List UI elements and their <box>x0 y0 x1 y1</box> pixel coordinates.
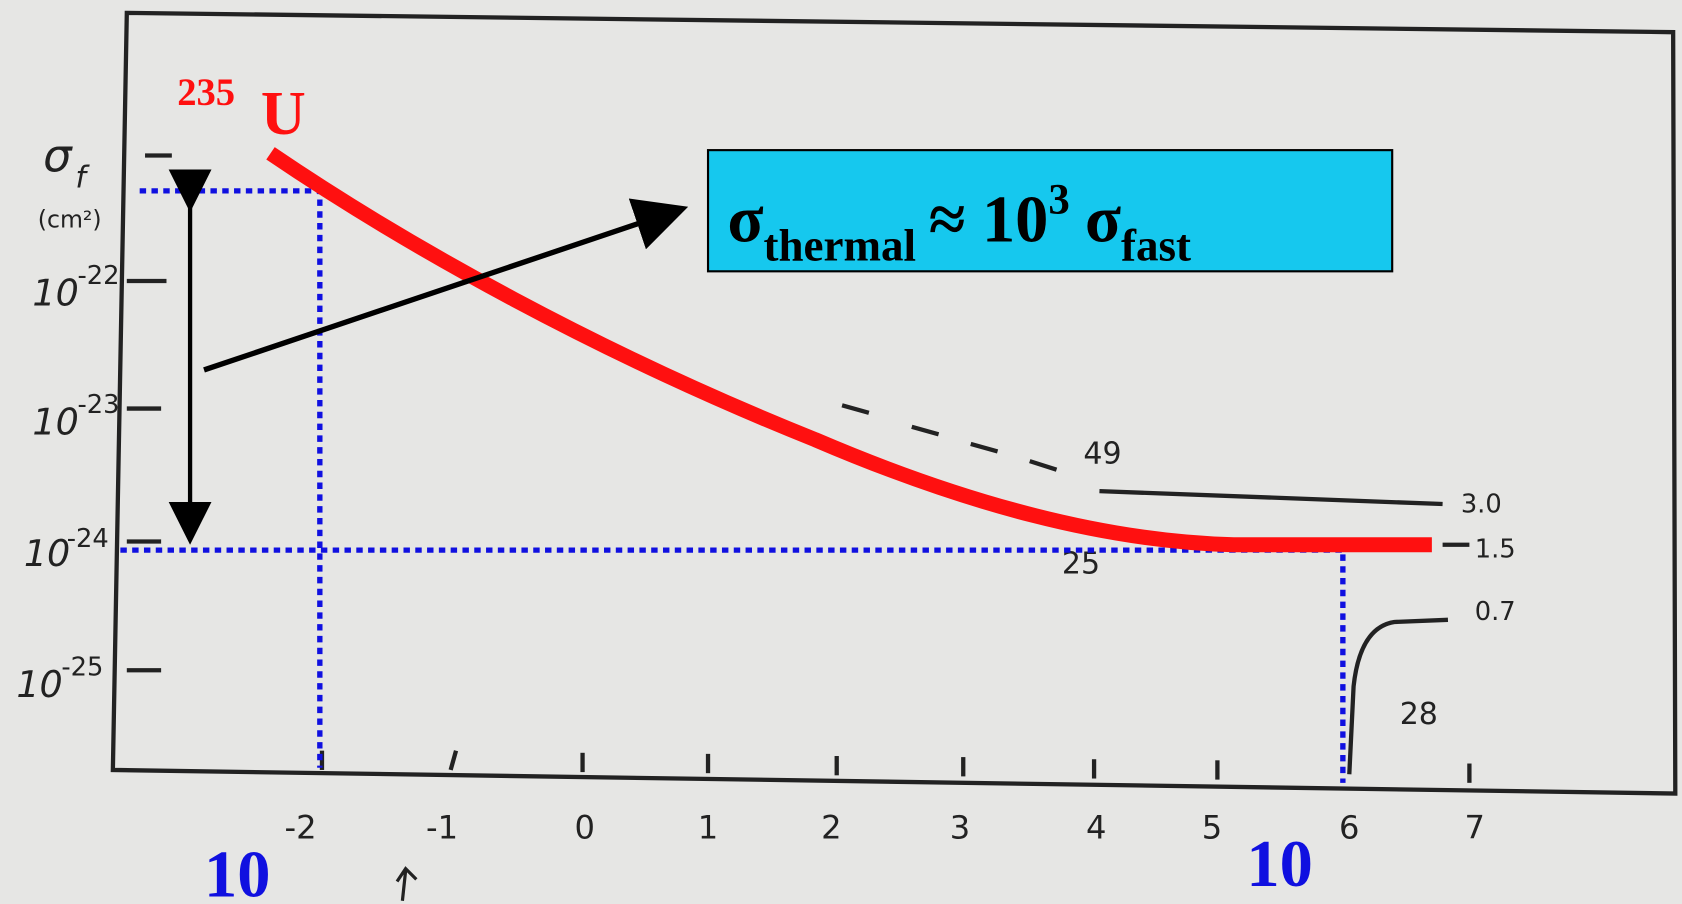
tick-base: 10 <box>24 532 70 575</box>
x-tick-label: 1 <box>698 809 718 847</box>
x-tick-label: 0 <box>574 809 594 847</box>
x-tick-labels: -2 -1 0 1 2 3 4 5 6 7 <box>284 809 1485 847</box>
sigma: σ <box>727 183 763 256</box>
other-curves <box>841 403 1470 775</box>
label-30: 3.0 <box>1461 490 1502 520</box>
plot-frame <box>110 10 1678 796</box>
x-tick-label: -2 <box>284 809 316 847</box>
pointer-arrow <box>203 198 689 373</box>
subscript: fast <box>1121 221 1191 271</box>
curve-mass: 235 <box>177 72 235 114</box>
x-tick-label: 4 <box>1086 809 1106 847</box>
y-ticks <box>126 153 172 673</box>
y-unit: (cm²) <box>38 205 102 233</box>
scan-arrow <box>395 866 418 901</box>
x-tick-label: 2 <box>821 809 841 847</box>
label-15: 1.5 <box>1475 535 1516 565</box>
curve-28 <box>1347 617 1449 775</box>
label-49: 49 <box>1083 436 1121 471</box>
callout-text: σthermal ≈ 103 σfast <box>727 176 1191 270</box>
tick <box>448 750 459 771</box>
x-tick-label: 3 <box>950 809 970 847</box>
tick-exp: -24 <box>67 524 109 554</box>
tick-base: 10 <box>16 663 62 706</box>
x-tick-label: 6 <box>1339 809 1359 847</box>
curve-30 <box>1099 488 1443 507</box>
x-tick-label: 7 <box>1465 809 1485 847</box>
x-tick-label: -1 <box>426 809 458 847</box>
y-symbol: σ <box>43 130 73 183</box>
tick-base: 10 <box>32 272 78 315</box>
tick-exp: -25 <box>61 653 103 683</box>
subscript: thermal <box>763 221 916 271</box>
y-tick-labels: 10 -22 10 -23 10 -24 10 -25 <box>16 261 119 706</box>
callout-box <box>706 149 1394 273</box>
bottom-label-right: 10 <box>1246 828 1312 901</box>
sigma: σ <box>1085 183 1121 256</box>
bottom-label-left: 10 <box>204 838 270 904</box>
label-28: 28 <box>1400 697 1438 732</box>
power: 3 <box>1048 176 1069 223</box>
label-07: 0.7 <box>1475 597 1516 627</box>
u235-curve <box>266 147 1432 553</box>
curve-element: U <box>261 80 306 148</box>
tick-exp: -23 <box>77 390 119 420</box>
tick-exp: -22 <box>77 261 119 291</box>
tick-base: 10 <box>32 400 78 443</box>
approx: ≈ 10 <box>929 183 1049 256</box>
x-tick-label: 5 <box>1202 809 1222 847</box>
curve-49 <box>841 403 1058 472</box>
